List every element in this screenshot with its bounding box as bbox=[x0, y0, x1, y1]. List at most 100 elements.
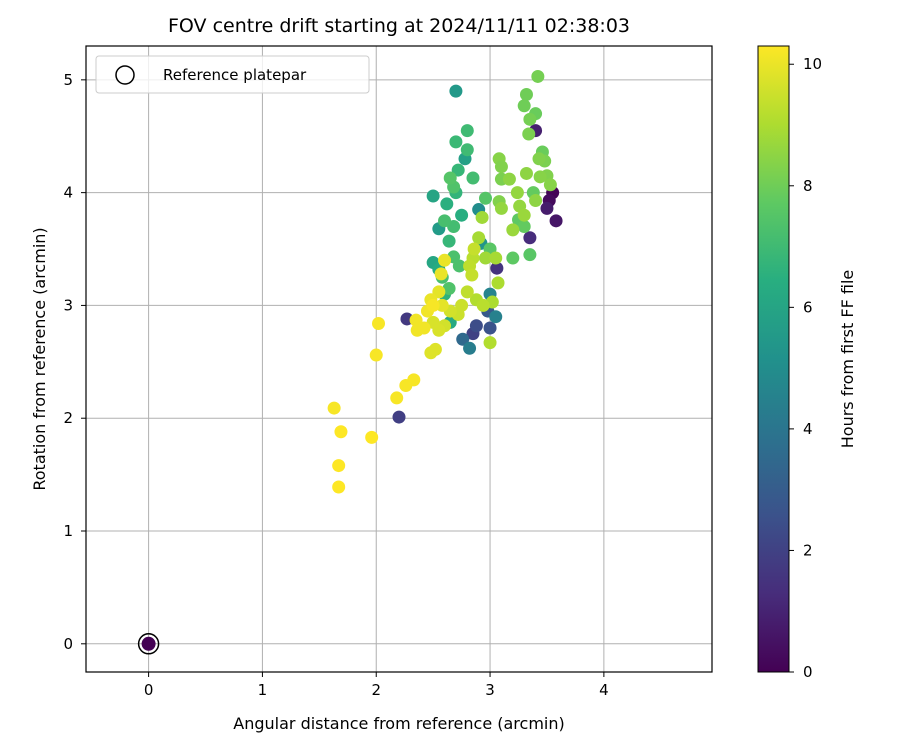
data-point bbox=[519, 88, 533, 102]
data-point bbox=[449, 84, 463, 98]
colorbar-tick-label: 10 bbox=[803, 55, 822, 73]
reference-ring bbox=[137, 633, 160, 655]
data-point bbox=[442, 282, 456, 296]
x-tick-label: 4 bbox=[599, 681, 609, 699]
data-point bbox=[390, 391, 404, 405]
data-point bbox=[517, 99, 531, 113]
data-point bbox=[409, 313, 423, 327]
data-point bbox=[522, 127, 536, 141]
data-point bbox=[456, 332, 470, 346]
data-point bbox=[465, 268, 479, 282]
data-point bbox=[372, 316, 386, 330]
data-point bbox=[479, 251, 493, 265]
data-point bbox=[432, 285, 446, 299]
x-tick-label: 3 bbox=[485, 681, 495, 699]
data-point bbox=[467, 242, 481, 256]
data-point bbox=[365, 430, 379, 444]
data-point bbox=[483, 321, 497, 335]
colorbar-tick-label: 0 bbox=[803, 663, 813, 681]
data-point bbox=[455, 208, 469, 222]
x-tick-label: 1 bbox=[258, 681, 268, 699]
data-point bbox=[452, 259, 466, 273]
data-point bbox=[438, 214, 452, 228]
data-point bbox=[506, 251, 520, 265]
data-point bbox=[407, 373, 421, 387]
colorbar-tick-label: 4 bbox=[803, 420, 813, 438]
data-point bbox=[523, 248, 537, 262]
data-point bbox=[428, 342, 442, 356]
data-point bbox=[483, 336, 497, 350]
legend-entry: Reference platepar bbox=[163, 66, 307, 84]
colorbar-tick-label: 2 bbox=[803, 541, 813, 559]
data-point bbox=[466, 171, 480, 185]
data-point bbox=[532, 152, 546, 166]
y-axis-ticks: 0 1 2 3 4 5 bbox=[63, 71, 86, 653]
data-point bbox=[463, 341, 477, 355]
data-point bbox=[417, 321, 431, 335]
data-point bbox=[392, 410, 406, 424]
data-points bbox=[327, 69, 563, 494]
y-tick-label: 2 bbox=[63, 409, 73, 427]
data-point bbox=[460, 124, 474, 138]
x-tick-label: 0 bbox=[144, 681, 154, 699]
data-point bbox=[517, 208, 531, 222]
data-point bbox=[460, 285, 474, 299]
plot-frame bbox=[85, 45, 713, 673]
data-point bbox=[472, 231, 486, 245]
colorbar-tick-label: 8 bbox=[803, 177, 813, 195]
data-point bbox=[523, 112, 537, 126]
data-point bbox=[506, 223, 520, 237]
data-point bbox=[369, 348, 383, 362]
reference-point bbox=[141, 636, 156, 651]
legend-box bbox=[95, 55, 370, 94]
data-point bbox=[494, 201, 508, 215]
data-point bbox=[479, 191, 493, 205]
data-point bbox=[438, 253, 452, 267]
y-tick-label: 4 bbox=[63, 184, 73, 202]
colorbar: 0 2 4 6 8 10 Hours from first FF file bbox=[757, 45, 857, 681]
y-tick-label: 5 bbox=[63, 71, 73, 89]
data-point bbox=[540, 201, 554, 215]
grid-lines bbox=[86, 46, 712, 672]
data-point bbox=[451, 163, 465, 177]
colorbar-label: Hours from first FF file bbox=[838, 270, 857, 449]
data-point bbox=[502, 172, 516, 186]
y-tick-label: 0 bbox=[63, 635, 73, 653]
data-point bbox=[332, 459, 346, 473]
data-point bbox=[475, 210, 489, 224]
data-point bbox=[469, 319, 483, 333]
data-point bbox=[494, 160, 508, 174]
colorbar-tick-label: 6 bbox=[803, 298, 813, 316]
data-point bbox=[531, 69, 545, 83]
data-point bbox=[491, 276, 505, 290]
data-point bbox=[476, 298, 490, 312]
x-tick-label: 2 bbox=[371, 681, 381, 699]
data-point bbox=[435, 298, 449, 312]
y-axis-label: Rotation from reference (arcmin) bbox=[30, 227, 49, 490]
x-axis-label: Angular distance from reference (arcmin) bbox=[233, 714, 564, 733]
data-point bbox=[442, 234, 456, 248]
data-point bbox=[426, 189, 440, 203]
data-point bbox=[549, 214, 563, 228]
y-tick-label: 1 bbox=[63, 522, 73, 540]
chart-title: FOV centre drift starting at 2024/11/11 … bbox=[168, 15, 630, 37]
data-point bbox=[490, 261, 504, 275]
colorbar-ticks: 0 2 4 6 8 10 bbox=[789, 55, 822, 681]
data-point bbox=[426, 298, 440, 312]
data-point bbox=[449, 135, 463, 149]
data-point bbox=[460, 143, 474, 157]
y-tick-label: 3 bbox=[63, 296, 73, 314]
legend: Reference platepar bbox=[95, 55, 370, 94]
data-point bbox=[334, 425, 348, 439]
data-point bbox=[489, 310, 503, 324]
data-point bbox=[517, 219, 531, 233]
data-point bbox=[489, 251, 503, 265]
colorbar-gradient bbox=[757, 45, 790, 673]
reference-marker bbox=[137, 633, 160, 655]
x-axis-ticks: 0 1 2 3 4 bbox=[144, 672, 609, 699]
data-point bbox=[519, 166, 533, 180]
data-point bbox=[332, 480, 346, 494]
data-point bbox=[510, 186, 524, 200]
data-point bbox=[434, 267, 448, 281]
